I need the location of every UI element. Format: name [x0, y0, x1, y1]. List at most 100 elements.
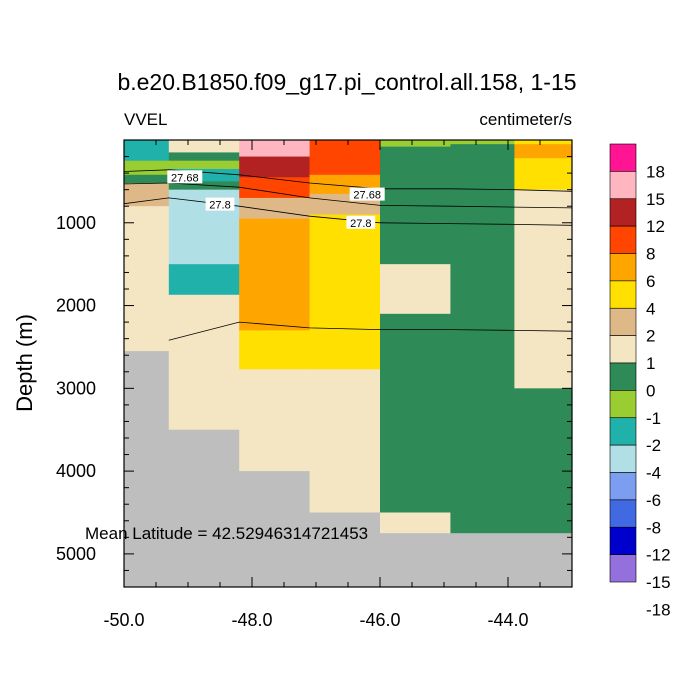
x-tick-label: -48.0 — [231, 610, 272, 630]
data-cell — [309, 369, 381, 513]
data-cell — [514, 388, 573, 534]
data-cell — [309, 140, 381, 176]
missing-data-cell — [124, 351, 170, 588]
missing-data-cell — [168, 429, 240, 588]
data-cell — [450, 140, 515, 145]
colorbar-label-2: 2 — [646, 327, 655, 346]
y-tick-label: 4000 — [56, 461, 96, 481]
colorbar-swatch — [609, 390, 637, 419]
y-tick-label: 3000 — [56, 378, 96, 398]
data-cell — [514, 189, 573, 389]
colorbar: 18 15 12 8 6 4 2 1 0 -1 -2 -4 -6 -8 -12 -15 -18 — [609, 143, 671, 619]
colorbar-label-neg1: -1 — [646, 409, 661, 428]
plot-cells — [124, 140, 573, 588]
colorbar-label-neg4: -4 — [646, 464, 661, 483]
colorbar-label-6: 6 — [646, 272, 655, 291]
colorbar-label-neg15: -15 — [646, 573, 671, 592]
data-cell — [239, 369, 310, 472]
contour-label-background — [167, 170, 203, 184]
contour-label-background — [346, 215, 376, 229]
data-cell — [168, 294, 240, 431]
missing-data-cell — [514, 533, 573, 588]
colorbar-swatch — [609, 499, 637, 528]
colorbar-label-neg2: -2 — [646, 436, 661, 455]
data-cell — [239, 177, 310, 199]
units-label: centimeter/s — [479, 110, 572, 129]
data-cell — [168, 152, 240, 161]
data-cell — [239, 218, 310, 331]
data-cell — [168, 181, 240, 190]
x-tick-labels: -50.0 -48.0 -46.0 -44.0 — [103, 610, 528, 630]
data-cell — [124, 183, 170, 207]
missing-data-cell — [380, 533, 451, 588]
data-cell — [239, 140, 310, 157]
contour-label: 27.68 — [353, 190, 381, 202]
colorbar-swatch — [609, 198, 637, 227]
colorbar-label-15: 15 — [646, 190, 665, 209]
missing-data-cell — [239, 471, 310, 588]
colorbar-swatch — [609, 307, 637, 336]
x-tick-label: -50.0 — [103, 610, 144, 630]
x-tick-label: -46.0 — [359, 610, 400, 630]
contour-label: 27.68 — [171, 172, 199, 184]
colorbar-swatch — [609, 143, 637, 172]
colorbar-label-0: 0 — [646, 381, 655, 400]
colorbar-label-neg6: -6 — [646, 491, 661, 510]
colorbar-swatch — [609, 472, 637, 501]
data-cell — [380, 313, 451, 513]
data-cell — [239, 197, 310, 219]
colorbar-swatch — [609, 253, 637, 282]
colorbar-label-8: 8 — [646, 245, 655, 264]
colorbar-label-12: 12 — [646, 217, 665, 236]
colorbar-swatch — [609, 526, 637, 555]
chart-title: b.e20.B1850.f09_g17.pi_control.all.158, … — [117, 69, 576, 95]
mean-latitude-annotation: Mean Latitude = 42.52946314721453 — [85, 524, 368, 543]
colorbar-swatch — [609, 417, 637, 446]
contour-line — [168, 321, 573, 341]
y-tick-label: 2000 — [56, 296, 96, 316]
data-cell — [239, 156, 310, 178]
data-cell — [124, 160, 170, 176]
data-cell — [380, 512, 451, 534]
colorbar-label-neg12: -12 — [646, 546, 671, 565]
colorbar-label-neg18: -18 — [646, 600, 671, 619]
data-cell — [239, 330, 310, 370]
data-cell — [380, 140, 451, 147]
data-cell — [168, 140, 240, 153]
colorbar-swatch — [609, 225, 637, 254]
data-cell — [124, 174, 170, 184]
colorbar-swatch — [609, 335, 637, 364]
y-tick-label: 5000 — [56, 544, 96, 564]
missing-data-cell — [450, 533, 515, 588]
contour-label: 27.8 — [209, 200, 230, 212]
data-cell — [124, 206, 170, 352]
y-tick-labels: 1000 2000 3000 4000 5000 — [56, 213, 96, 564]
y-tick-label: 1000 — [56, 213, 96, 233]
data-cell — [514, 158, 573, 190]
data-cell — [168, 160, 240, 170]
data-cell — [380, 264, 451, 315]
colorbar-swatch — [609, 171, 637, 200]
data-cell — [309, 214, 381, 370]
data-cell — [514, 140, 573, 145]
x-tick-label: -44.0 — [487, 610, 528, 630]
colorbar-swatch — [609, 444, 637, 473]
contour-line — [123, 182, 573, 209]
contour-label-background — [349, 187, 385, 201]
data-cell — [124, 140, 170, 161]
colorbar-label-18: 18 — [646, 162, 665, 181]
colorbar-swatch — [609, 554, 637, 583]
colorbar-label-neg8: -8 — [646, 518, 661, 537]
contour-label: 27.8 — [350, 218, 371, 230]
data-cell — [450, 144, 515, 534]
contour-labels: 27.68 27.68 27.8 27.8 — [167, 170, 385, 230]
colorbar-swatch — [609, 280, 637, 309]
data-cell — [514, 144, 573, 159]
contour-line — [123, 197, 573, 226]
contour-label-background — [205, 197, 235, 211]
y-axis-label: Depth (m) — [12, 314, 37, 412]
variable-label: VVEL — [124, 110, 167, 129]
axis-ticks — [123, 140, 572, 587]
colorbar-label-1: 1 — [646, 354, 655, 373]
